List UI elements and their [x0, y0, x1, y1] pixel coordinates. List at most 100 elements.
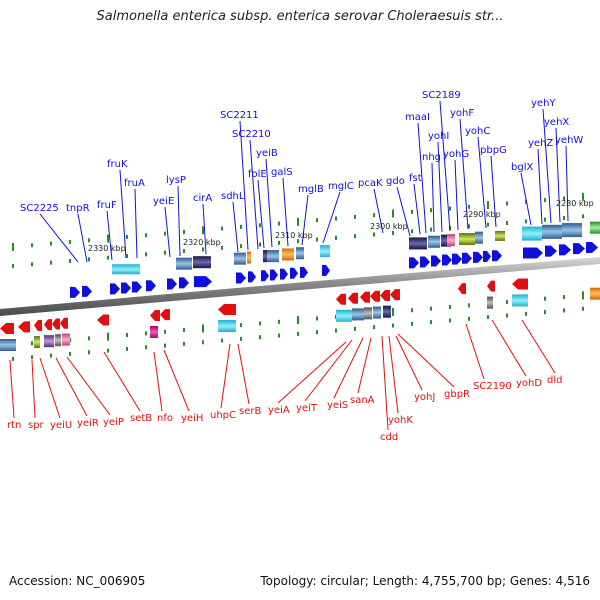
tick-mark [487, 201, 489, 210]
forward-gene-arrow [194, 276, 212, 288]
forward-gene-arrow [146, 280, 156, 292]
feature-box [320, 245, 330, 258]
connector-line [521, 319, 556, 374]
tick-mark [221, 226, 223, 231]
feature-box [373, 306, 381, 319]
feature-box [193, 256, 211, 269]
reverse-strand-genes [0, 278, 528, 334]
feature-box [590, 287, 600, 300]
tick-mark [373, 232, 375, 237]
tick-mark [506, 201, 508, 206]
connector-line [164, 206, 171, 258]
feature-box [495, 230, 505, 241]
tick-mark [373, 213, 375, 218]
connector-line [304, 339, 353, 402]
forward-gene-arrow [586, 242, 598, 254]
connector-line [388, 335, 399, 414]
forward-gene-arrow [121, 282, 131, 294]
gene-label-cdd: cdd [380, 432, 398, 443]
feature-box [475, 231, 483, 244]
gene-label-nhg: nhg [422, 152, 441, 163]
connector-line [237, 343, 250, 405]
tick-mark [563, 216, 565, 221]
tick-mark [31, 243, 33, 248]
gene-label-sanA: sanA [350, 395, 375, 406]
scale-label: 2280 kbp [556, 199, 594, 208]
gene-label-fruA: fruA [124, 178, 145, 189]
connector-line [282, 177, 289, 247]
connector-line [31, 359, 36, 419]
tick-mark [31, 355, 33, 360]
tick-mark [145, 345, 147, 350]
gene-label-yehY: yehY [531, 98, 556, 109]
gene-label-fruK: fruK [107, 159, 128, 170]
gene-label-yeiT: yeiT [296, 403, 318, 414]
tick-mark [335, 328, 337, 333]
forward-gene-arrow [270, 269, 278, 281]
tick-mark [31, 341, 33, 346]
connector-line [477, 136, 487, 229]
feature-box [55, 334, 61, 347]
tick-mark [164, 343, 166, 348]
gene-label-tnpR: tnpR [66, 203, 90, 214]
gene-label-yeiA: yeiA [268, 405, 290, 416]
feature-box [112, 264, 140, 275]
reverse-gene-arrow [380, 289, 390, 301]
forward-gene-arrow [179, 277, 189, 289]
tick-mark [316, 237, 318, 242]
feature-box [441, 234, 451, 247]
tick-mark [582, 291, 584, 300]
feature-box [487, 296, 493, 309]
reverse-gene-arrow [60, 317, 68, 329]
tick-mark [449, 304, 451, 309]
tick-mark [259, 223, 261, 228]
gene-label-galS: galS [271, 167, 293, 178]
connector-line [220, 343, 231, 409]
connector-line [437, 141, 443, 233]
feature-box [0, 339, 16, 351]
feature-box [522, 226, 542, 241]
tick-mark [316, 316, 318, 321]
reverse-gene-arrow [370, 290, 380, 302]
gene-label-pbpG: pbpG [480, 145, 507, 156]
forward-gene-arrow [290, 267, 298, 279]
connector-line [397, 333, 455, 388]
top-gene-labels: SC2225 tnpR fruF fruK fruA yeiE lysP cir… [20, 90, 583, 214]
gene-label-SC2190: SC2190 [473, 381, 512, 392]
tick-mark [335, 235, 337, 240]
gene-label-yeiS: yeiS [327, 400, 348, 411]
tick-mark [468, 224, 470, 229]
forward-gene-arrow [409, 257, 419, 269]
connector-line [103, 351, 141, 412]
forward-gene-arrow [300, 266, 308, 278]
tick-mark [183, 229, 185, 234]
forward-gene-arrow [420, 256, 430, 268]
forward-gene-arrow [452, 253, 462, 265]
connector-line [322, 191, 341, 244]
gene-label-yohC: yohC [465, 126, 490, 137]
connector-line [301, 194, 309, 246]
connector-line [542, 108, 552, 224]
forward-gene-arrow [236, 272, 246, 284]
tick-mark [525, 311, 527, 316]
gene-label-bglX: bglX [511, 162, 533, 173]
tick-mark [183, 341, 185, 346]
gene-label-setB: setB [130, 413, 152, 424]
tick-mark [240, 336, 242, 341]
feature-box [336, 309, 352, 322]
tick-mark [430, 306, 432, 311]
tick-mark [31, 262, 33, 267]
scale-label: 2320 kbp [183, 238, 221, 247]
forward-gene-arrow [431, 255, 441, 267]
reverse-gene-arrow [487, 280, 495, 292]
feature-box [218, 320, 236, 333]
connector-line [396, 186, 411, 237]
gene-label-yeiR: yeiR [77, 418, 99, 429]
tick-mark [183, 249, 185, 254]
gene-label-yohI: yohI [428, 131, 449, 142]
connector-line [520, 172, 532, 226]
reverse-gene-arrow [390, 289, 400, 301]
reverse-gene-arrow [18, 321, 30, 333]
